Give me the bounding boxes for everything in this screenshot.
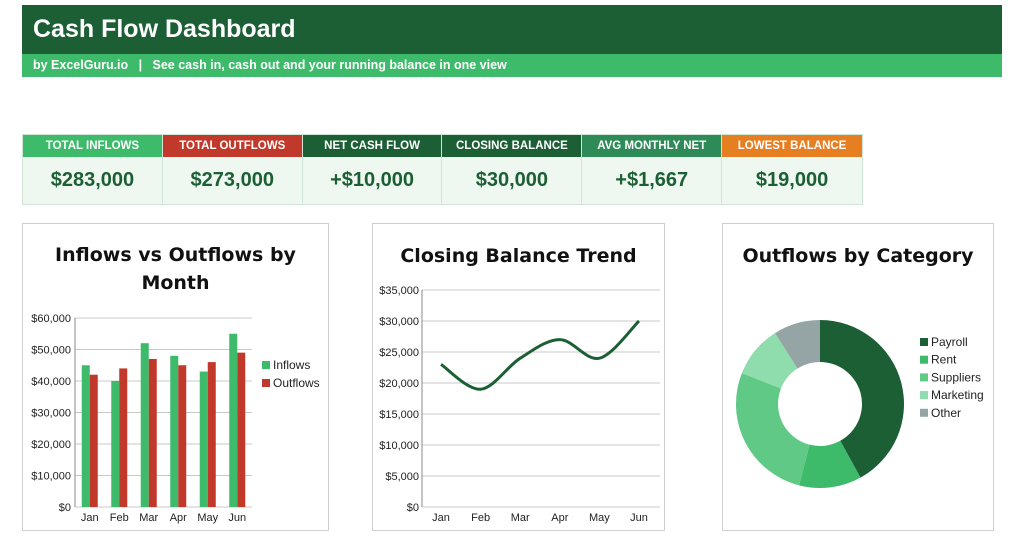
chart-title: Outflows by Category xyxy=(742,245,974,267)
donut-chart: Payroll Rent Suppliers Marketing Other xyxy=(736,320,984,488)
kpi-strip: TOTAL INFLOWS $283,000 TOTAL OUTFLOWS $2… xyxy=(22,134,863,205)
legend-swatch xyxy=(262,361,270,369)
x-tick-label: Apr xyxy=(551,512,568,524)
page-title: Cash Flow Dashboard xyxy=(33,15,296,43)
legend-label: Inflows xyxy=(273,358,310,372)
kpi-label: NET CASH FLOW xyxy=(302,135,442,157)
kpi-value: $273,000 xyxy=(162,157,302,204)
bar-outflows-may xyxy=(207,362,216,507)
slice-suppliers xyxy=(736,373,810,486)
x-tick-label: Jan xyxy=(432,512,450,524)
legend-label: Marketing xyxy=(931,388,984,402)
slice-payroll xyxy=(820,320,904,478)
chart-title: Closing Balance Trend xyxy=(400,245,637,267)
kpi-value: $283,000 xyxy=(23,157,162,204)
kpi-label: LOWEST BALANCE xyxy=(722,135,862,157)
kpi-lowest-balance: LOWEST BALANCE $19,000 xyxy=(722,135,862,204)
y-tick-label: $30,000 xyxy=(379,316,419,328)
kpi-label: TOTAL INFLOWS xyxy=(23,135,162,157)
legend-label: Other xyxy=(931,406,961,420)
x-tick-label: Jun xyxy=(228,512,246,524)
kpi-total-outflows: TOTAL OUTFLOWS $273,000 xyxy=(162,135,303,204)
kpi-label: CLOSING BALANCE xyxy=(442,135,582,157)
kpi-label: TOTAL OUTFLOWS xyxy=(162,135,302,157)
kpi-closing-balance: CLOSING BALANCE $30,000 xyxy=(442,135,583,204)
kpi-value: +$10,000 xyxy=(302,157,442,204)
bar-chart-card: Inflows vs Outflows by Month $0 $10,000 $2… xyxy=(22,223,329,531)
bar-outflows-mar xyxy=(148,358,157,507)
kpi-avg-monthly-net: AVG MONTHLY NET +$1,667 xyxy=(582,135,723,204)
y-tick-label: $0 xyxy=(407,502,419,514)
legend-label: Rent xyxy=(931,353,957,367)
balance-line xyxy=(440,319,641,391)
x-tick-label: Mar xyxy=(511,512,530,524)
y-tick-label: $10,000 xyxy=(31,471,71,483)
slice-marketing xyxy=(741,333,798,389)
legend-swatch xyxy=(920,373,928,382)
bar-inflows-may xyxy=(199,371,208,507)
bar-inflows-feb xyxy=(111,381,120,507)
page-subtitle: by ExcelGuru.io | See cash in, cash out … xyxy=(33,58,507,72)
x-tick-label: Mar xyxy=(139,512,158,524)
y-tick-label: $60,000 xyxy=(31,313,71,325)
bar-outflows-apr xyxy=(178,365,187,507)
slice-other xyxy=(774,320,820,369)
x-tick-label: Jan xyxy=(81,512,99,524)
bar-inflows-jan xyxy=(81,365,90,507)
bar-outflows-jun xyxy=(237,352,246,507)
legend-swatch xyxy=(262,379,270,387)
y-tick-label: $10,000 xyxy=(379,440,419,452)
legend-swatch xyxy=(920,408,928,417)
legend-label: Payroll xyxy=(931,335,968,349)
y-tick-label: $40,000 xyxy=(31,376,71,388)
line-chart: $0 $5,000 $10,000 $15,000 $20,000 $25,000 $30,… xyxy=(379,285,660,524)
bar-inflows-mar xyxy=(140,343,149,507)
y-tick-label: $35,000 xyxy=(379,285,419,297)
kpi-total-inflows: TOTAL INFLOWS $283,000 xyxy=(23,135,163,204)
legend-label: Suppliers xyxy=(931,370,981,384)
line-chart-card: Closing Balance Trend $0 $5,000 $10,000 $15… xyxy=(372,223,665,531)
bar-outflows-feb xyxy=(119,368,128,507)
y-tick-label: $20,000 xyxy=(379,378,419,390)
legend-swatch xyxy=(920,391,928,400)
x-tick-label: Feb xyxy=(471,512,490,524)
slice-rent xyxy=(799,440,861,488)
y-tick-label: $50,000 xyxy=(31,345,71,357)
kpi-value: +$1,667 xyxy=(582,157,722,204)
bar-inflows-jun xyxy=(229,333,238,507)
y-tick-label: $0 xyxy=(59,502,71,514)
x-tick-label: Apr xyxy=(170,512,187,524)
x-tick-label: Jun xyxy=(630,512,648,524)
kpi-net-cash-flow: NET CASH FLOW +$10,000 xyxy=(302,135,443,204)
title-bar: Cash Flow Dashboard xyxy=(22,5,1002,54)
legend-swatch xyxy=(920,355,928,364)
y-tick-label: $25,000 xyxy=(379,347,419,359)
legend-swatch xyxy=(920,338,928,346)
bar-chart: $0 $10,000 $20,000 $30,000 $40,000 $50,000 $60… xyxy=(31,313,320,524)
x-tick-label: Feb xyxy=(110,512,129,524)
subtitle-bar: by ExcelGuru.io | See cash in, cash out … xyxy=(22,54,1002,77)
x-tick-label: May xyxy=(589,512,610,524)
x-tick-label: May xyxy=(197,512,218,524)
chart-title: Inflows vs Outflows by Month xyxy=(55,244,296,294)
y-tick-label: $15,000 xyxy=(379,409,419,421)
y-tick-label: $5,000 xyxy=(385,471,419,483)
donut-chart-card: Outflows by Category Payroll Rent Supplier… xyxy=(722,223,994,531)
kpi-label: AVG MONTHLY NET xyxy=(582,135,722,157)
y-tick-label: $20,000 xyxy=(31,439,71,451)
legend-label: Outflows xyxy=(273,376,320,390)
kpi-value: $19,000 xyxy=(722,157,862,204)
kpi-value: $30,000 xyxy=(442,157,582,204)
bar-inflows-apr xyxy=(170,355,179,507)
bar-outflows-jan xyxy=(89,374,98,507)
y-tick-label: $30,000 xyxy=(31,408,71,420)
